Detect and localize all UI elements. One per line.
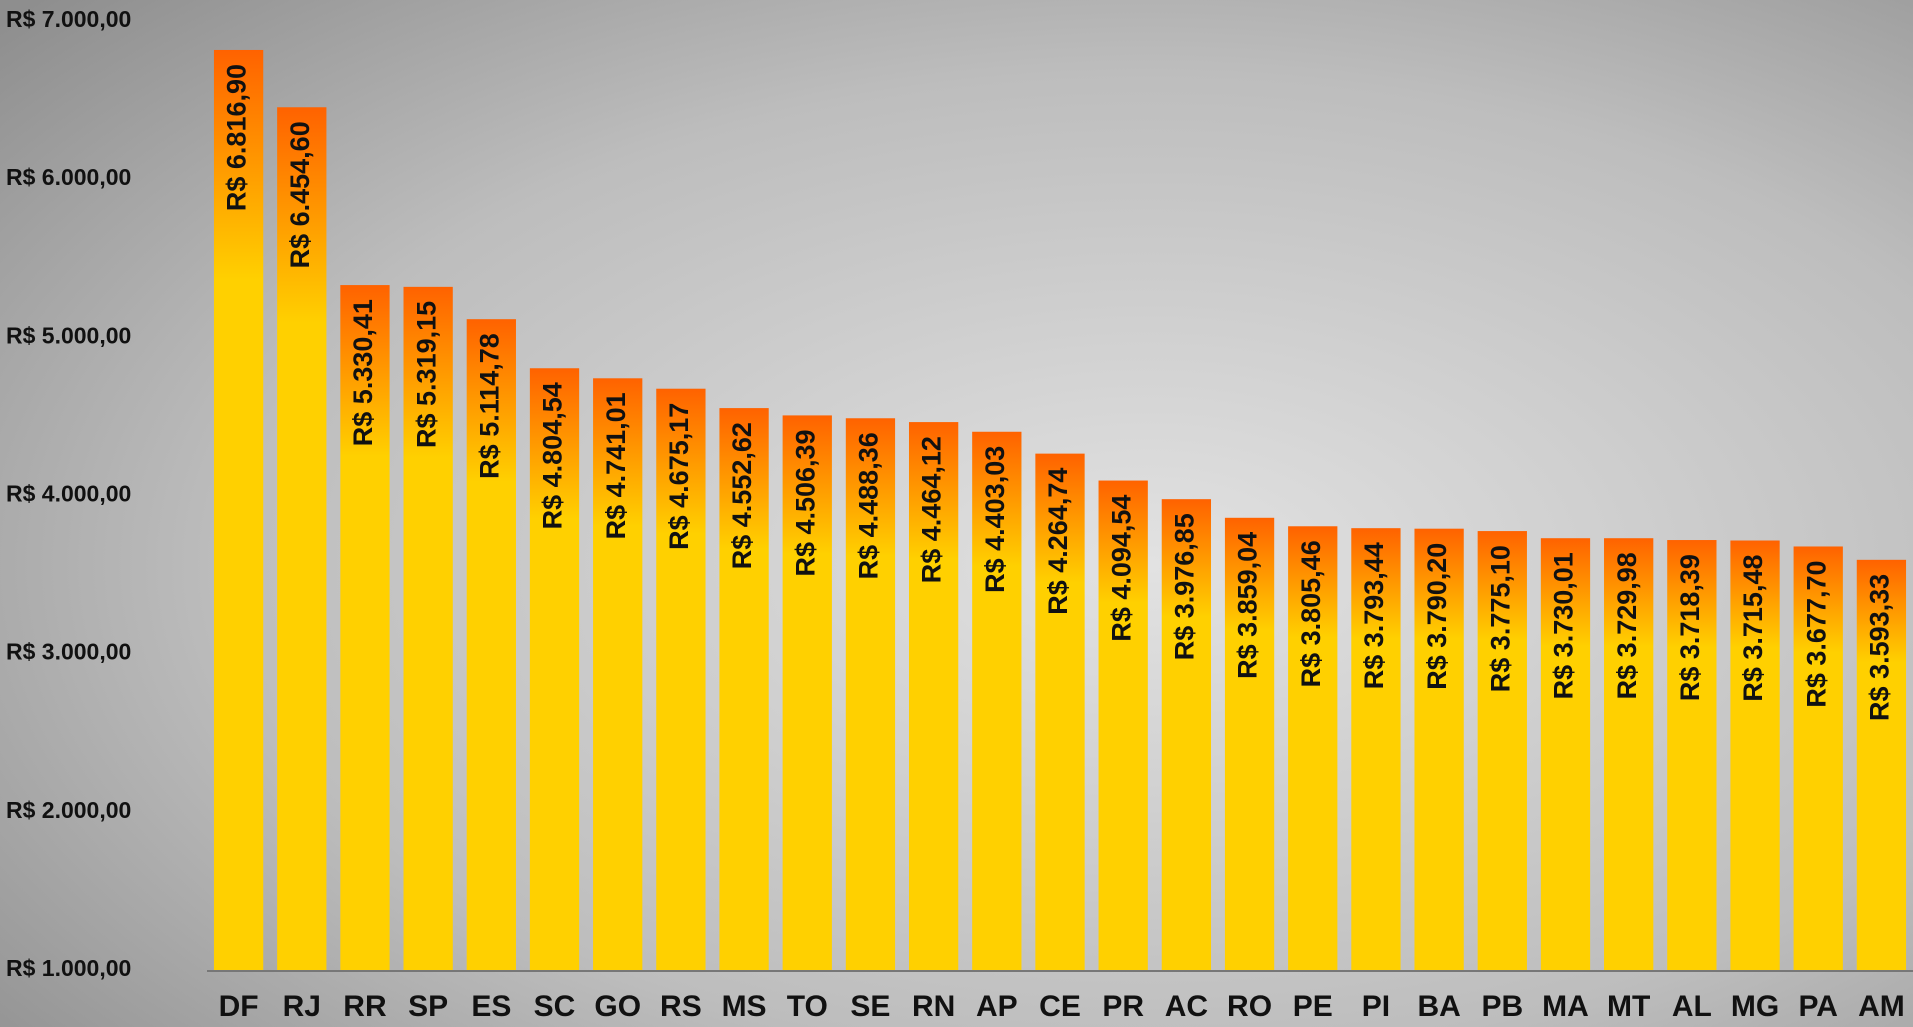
x-tick-label: CE bbox=[1039, 990, 1081, 1023]
y-tick-label: R$ 3.000,00 bbox=[6, 639, 131, 665]
value-label: R$ 3.730,01 bbox=[1549, 552, 1579, 699]
bar bbox=[1035, 453, 1085, 970]
bar bbox=[845, 418, 896, 971]
value-label: R$ 3.790,20 bbox=[1422, 543, 1452, 690]
bar bbox=[1730, 540, 1780, 970]
x-tick-label: DF bbox=[219, 990, 259, 1023]
value-label: R$ 5.330,41 bbox=[348, 299, 378, 446]
x-tick-label: AC bbox=[1165, 990, 1208, 1023]
value-label: R$ 4.488,36 bbox=[854, 432, 884, 579]
value-label: R$ 4.675,17 bbox=[664, 403, 694, 550]
bar bbox=[529, 368, 580, 970]
value-label: R$ 3.677,70 bbox=[1801, 560, 1831, 707]
bar bbox=[1351, 528, 1401, 970]
value-label: R$ 4.464,12 bbox=[917, 436, 947, 583]
x-tick-label: ES bbox=[471, 990, 511, 1023]
x-tick-label: AM bbox=[1858, 990, 1905, 1023]
bar bbox=[1477, 531, 1527, 970]
bar bbox=[1604, 538, 1654, 970]
x-tick-label: AL bbox=[1672, 990, 1712, 1023]
x-tick-label: PE bbox=[1293, 990, 1333, 1023]
y-tick-label: R$ 7.000,00 bbox=[6, 6, 131, 32]
x-tick-label: RR bbox=[343, 990, 387, 1023]
y-tick-label: R$ 2.000,00 bbox=[6, 797, 131, 823]
x-tick-label: MT bbox=[1607, 990, 1650, 1023]
x-tick-label: GO bbox=[594, 990, 641, 1023]
bar bbox=[213, 49, 264, 970]
value-label: R$ 6.454,60 bbox=[285, 121, 315, 268]
bar bbox=[403, 286, 453, 970]
x-tick-label: MG bbox=[1731, 990, 1779, 1023]
value-label: R$ 3.718,39 bbox=[1675, 554, 1705, 701]
x-tick-label: PB bbox=[1481, 990, 1523, 1023]
x-tick-label: PI bbox=[1362, 990, 1390, 1023]
bar bbox=[593, 378, 643, 971]
x-tick-label: RO bbox=[1227, 990, 1272, 1023]
value-label: R$ 3.793,44 bbox=[1359, 542, 1389, 689]
bar bbox=[1414, 528, 1464, 970]
bar bbox=[719, 408, 769, 970]
bar bbox=[972, 431, 1022, 970]
bar bbox=[1856, 559, 1907, 970]
x-tick-label: MS bbox=[722, 990, 767, 1023]
x-tick-label: PA bbox=[1798, 990, 1837, 1023]
value-label: R$ 3.775,10 bbox=[1485, 545, 1515, 692]
y-tick-label: R$ 1.000,00 bbox=[6, 955, 131, 981]
value-label: R$ 4.552,62 bbox=[727, 422, 757, 569]
x-tick-label: BA bbox=[1417, 990, 1460, 1023]
bar bbox=[466, 319, 516, 970]
value-label: R$ 4.804,54 bbox=[538, 382, 568, 529]
value-label: R$ 3.593,33 bbox=[1865, 574, 1895, 721]
x-tick-label: TO bbox=[787, 990, 828, 1023]
x-tick-label: AP bbox=[976, 990, 1018, 1023]
x-tick-label: SP bbox=[408, 990, 448, 1023]
bar bbox=[1098, 480, 1148, 970]
bar bbox=[1667, 540, 1717, 970]
value-label: R$ 5.319,15 bbox=[411, 301, 441, 448]
bar bbox=[782, 415, 832, 970]
bar bbox=[340, 285, 390, 970]
bar bbox=[1793, 546, 1843, 970]
y-tick-label: R$ 6.000,00 bbox=[6, 164, 131, 190]
value-label: R$ 3.805,46 bbox=[1296, 540, 1326, 687]
value-label: R$ 4.506,39 bbox=[790, 429, 820, 576]
value-label: R$ 3.976,85 bbox=[1169, 513, 1199, 660]
bar bbox=[1224, 517, 1275, 970]
y-tick-label: R$ 4.000,00 bbox=[6, 481, 131, 507]
bar bbox=[1161, 499, 1212, 970]
bar bbox=[908, 422, 959, 970]
x-tick-label: PR bbox=[1102, 990, 1144, 1023]
x-tick-label: SE bbox=[850, 990, 890, 1023]
x-tick-label: RJ bbox=[283, 990, 321, 1023]
bar bbox=[277, 107, 327, 970]
bar bbox=[1288, 526, 1338, 970]
x-tick-label: RS bbox=[660, 990, 702, 1023]
bar bbox=[1540, 538, 1591, 970]
value-label: R$ 4.741,01 bbox=[601, 392, 631, 539]
value-label: R$ 3.715,48 bbox=[1738, 555, 1768, 702]
x-tick-label: MA bbox=[1542, 990, 1589, 1023]
value-label: R$ 3.729,98 bbox=[1612, 552, 1642, 699]
value-label: R$ 6.816,90 bbox=[222, 64, 252, 211]
value-label: R$ 5.114,78 bbox=[474, 333, 504, 479]
value-label: R$ 4.094,54 bbox=[1106, 495, 1136, 642]
value-label: R$ 3.859,04 bbox=[1233, 532, 1263, 679]
x-tick-label: SC bbox=[534, 990, 576, 1023]
value-label: R$ 4.264,74 bbox=[1043, 468, 1073, 615]
value-label: R$ 4.403,03 bbox=[980, 446, 1010, 593]
y-tick-label: R$ 5.000,00 bbox=[6, 322, 131, 348]
x-tick-label: RN bbox=[912, 990, 955, 1023]
bar bbox=[656, 388, 706, 971]
